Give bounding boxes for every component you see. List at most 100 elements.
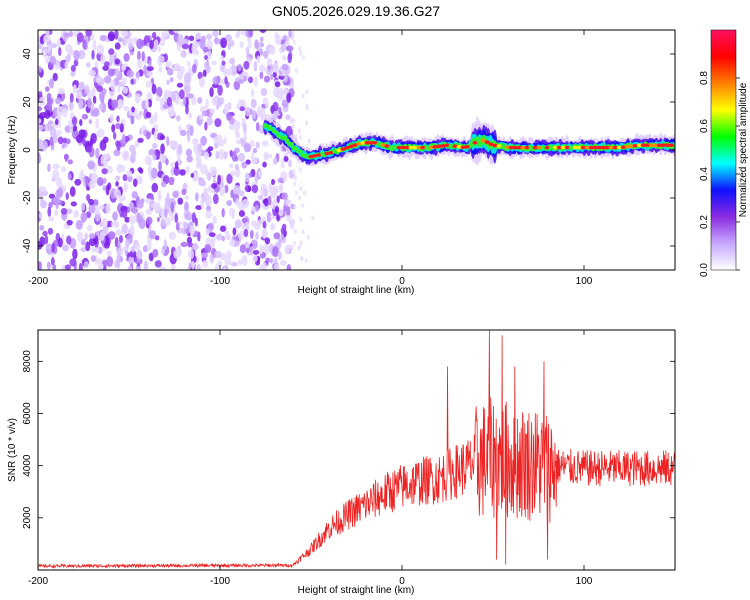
- noise-blob: [170, 111, 176, 117]
- noise-blob: [208, 232, 216, 238]
- noise-blob: [269, 258, 274, 264]
- x-tick-label: 100: [576, 576, 593, 587]
- noise-blob: [279, 185, 283, 194]
- noise-blob: [299, 134, 303, 140]
- noise-blob: [118, 235, 123, 244]
- noise-blob: [257, 195, 264, 200]
- noise-blob: [122, 174, 128, 182]
- track-core: [436, 144, 442, 149]
- noise-blob: [208, 112, 213, 119]
- noise-blob: [274, 206, 280, 214]
- noise-blob: [273, 62, 279, 73]
- noise-blob: [188, 35, 195, 42]
- noise-blob: [174, 161, 179, 169]
- noise-blob: [87, 160, 95, 170]
- noise-blob: [281, 223, 287, 231]
- noise-blob: [70, 71, 75, 77]
- noise-blob: [68, 100, 74, 111]
- noise-blob: [161, 31, 169, 38]
- noise-blob: [74, 178, 82, 186]
- noise-blob: [145, 198, 152, 204]
- noise-blob: [277, 251, 282, 260]
- noise-blob: [72, 84, 77, 94]
- noise-blob: [95, 77, 102, 84]
- noise-blob: [305, 103, 309, 109]
- noise-blob: [272, 71, 277, 78]
- noise-blob: [270, 73, 274, 81]
- noise-blob: [95, 118, 99, 130]
- noise-blob: [38, 124, 44, 131]
- track-core: [540, 145, 546, 150]
- y-tick-label: 0: [22, 147, 33, 153]
- noise-blob: [157, 190, 162, 202]
- track-core: [408, 145, 414, 150]
- noise-blob: [166, 192, 170, 204]
- noise-blob: [121, 64, 127, 71]
- noise-blob: [73, 50, 80, 61]
- noise-blob: [283, 75, 288, 83]
- track-core: [496, 144, 502, 148]
- track-blob: [289, 141, 295, 147]
- track-core: [440, 143, 446, 148]
- noise-blob: [227, 42, 231, 51]
- noise-blob: [184, 195, 189, 201]
- noise-blob: [174, 212, 179, 224]
- noise-blob: [196, 157, 202, 168]
- noise-blob: [284, 244, 291, 255]
- snr-frame: [37, 329, 676, 571]
- noise-blob: [56, 177, 63, 188]
- track-core: [484, 140, 490, 144]
- noise-blob: [143, 64, 147, 76]
- noise-blob: [107, 98, 113, 110]
- noise-blob: [96, 85, 104, 93]
- noise-blob: [170, 201, 175, 213]
- noise-blob: [280, 43, 287, 52]
- noise-blob: [96, 177, 104, 187]
- track-core: [588, 145, 594, 150]
- noise-blob: [298, 244, 302, 250]
- noise-blob: [152, 142, 158, 150]
- track-core: [388, 145, 394, 149]
- noise-blob: [135, 71, 141, 78]
- noise-blob: [64, 264, 71, 270]
- noise-blob: [159, 134, 166, 140]
- noise-blob: [88, 203, 96, 214]
- noise-blob: [114, 58, 120, 65]
- track-core: [616, 145, 622, 150]
- noise-blob: [130, 115, 135, 125]
- noise-blob: [82, 137, 86, 146]
- track-core: [564, 145, 570, 150]
- noise-blob: [228, 124, 236, 130]
- track-core: [432, 145, 438, 149]
- noise-blob: [44, 234, 49, 245]
- noise-blob: [69, 92, 74, 103]
- noise-blob: [57, 237, 63, 248]
- noise-blob: [61, 264, 66, 270]
- track-core: [556, 145, 562, 150]
- colorbar-tick-label: 0.6: [699, 119, 710, 133]
- noise-blob: [163, 239, 168, 251]
- noise-blob: [289, 118, 296, 124]
- noise-blob: [217, 84, 223, 96]
- noise-blob: [233, 185, 241, 195]
- noise-blob: [220, 37, 227, 49]
- noise-blob: [75, 134, 84, 144]
- noise-blob: [154, 235, 160, 241]
- noise-blob: [202, 69, 207, 77]
- noise-blob: [273, 264, 280, 270]
- noise-blob: [297, 128, 301, 134]
- noise-blob: [239, 190, 245, 197]
- noise-blob: [278, 95, 285, 102]
- noise-blob: [262, 161, 267, 168]
- noise-blob: [192, 242, 199, 251]
- noise-blob: [201, 110, 208, 117]
- noise-blob: [180, 50, 187, 58]
- noise-blob: [221, 208, 225, 218]
- noise-blob: [217, 98, 223, 107]
- noise-blob: [254, 39, 259, 50]
- noise-blob: [262, 262, 267, 270]
- noise-blob: [151, 182, 159, 193]
- noise-blob: [177, 69, 184, 81]
- noise-blob: [50, 257, 55, 266]
- noise-blob: [123, 53, 130, 62]
